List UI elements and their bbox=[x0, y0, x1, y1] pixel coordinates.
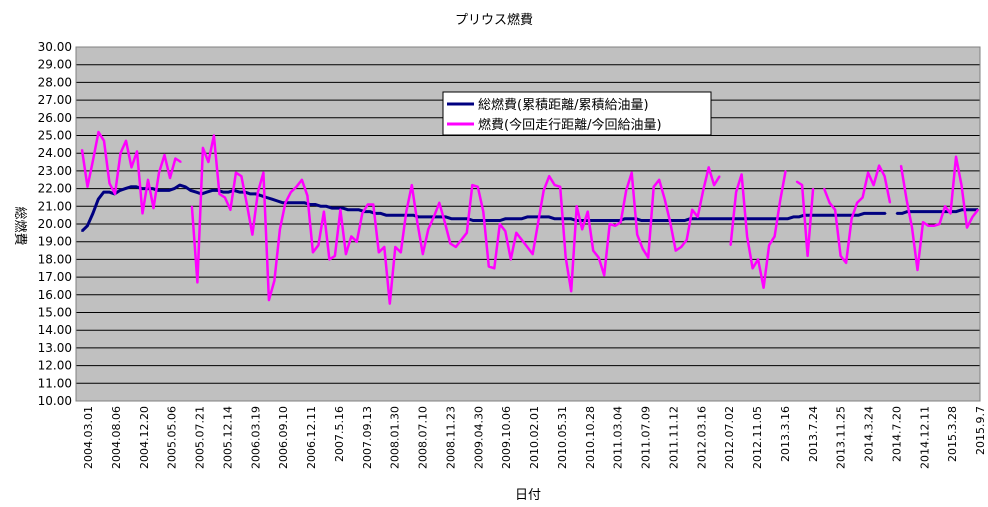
series-1 bbox=[80, 130, 979, 305]
legend: 総燃費(累積距離/累積給油量) 燃費(今回走行距離/今回給油量) bbox=[442, 91, 712, 136]
y-tick-label: 28.00 bbox=[38, 75, 72, 89]
y-tick-label: 19.00 bbox=[38, 235, 72, 249]
x-tick-label: 2005.05.06 bbox=[166, 406, 179, 469]
y-tick-label: 26.00 bbox=[38, 111, 72, 125]
x-tick-label: 2015.3.28 bbox=[946, 406, 959, 462]
x-axis-title: 日付 bbox=[515, 488, 541, 503]
x-tick-label: 2014.3.24 bbox=[863, 406, 876, 462]
x-tick-label: 2014.12.11 bbox=[918, 406, 931, 469]
y-tick-label: 13.00 bbox=[38, 341, 72, 355]
series-line-segment bbox=[899, 155, 979, 272]
x-tick-label: 2008.07.10 bbox=[417, 406, 430, 469]
series-lines bbox=[80, 130, 979, 305]
y-tick-label: 29.00 bbox=[38, 58, 72, 72]
y-tick-label: 20.00 bbox=[38, 217, 72, 231]
x-tick-label: 2007.09.13 bbox=[361, 406, 374, 469]
x-tick-label: 2004.12.20 bbox=[138, 406, 151, 469]
y-tick-label: 15.00 bbox=[38, 306, 72, 320]
x-tick-label: 2012.07.02 bbox=[723, 406, 736, 469]
chart-title: プリウス燃費 bbox=[454, 13, 533, 28]
y-tick-label: 30.00 bbox=[38, 40, 72, 54]
x-tick-label: 2006.09.10 bbox=[277, 406, 290, 469]
series-line-segment bbox=[190, 134, 721, 305]
x-tick-label: 2006.03.19 bbox=[249, 406, 262, 469]
y-tick-label: 25.00 bbox=[38, 129, 72, 143]
x-tick-label: 2013.3.16 bbox=[779, 406, 792, 462]
series-line-segment bbox=[80, 130, 182, 215]
y-tick-label: 27.00 bbox=[38, 93, 72, 107]
series-line-segment bbox=[795, 180, 815, 258]
x-tick-label: 2007.5.16 bbox=[333, 406, 346, 462]
y-axis-ticks: 10.00 11.00 12.00 13.00 14.00 15.00 16.00 17.00… bbox=[38, 40, 72, 408]
legend-label-total-mileage: 総燃費(累積距離/累積給油量) bbox=[478, 97, 649, 113]
x-tick-label: 2004.08.06 bbox=[110, 406, 123, 469]
x-tick-label: 2009.10.06 bbox=[500, 406, 513, 469]
x-tick-label: 2010.02.01 bbox=[528, 406, 541, 469]
y-tick-label: 17.00 bbox=[38, 270, 72, 284]
x-tick-label: 2005.12.14 bbox=[221, 406, 234, 469]
x-axis-ticks: 2004.03.01 2004.08.06 2004.12.20 2005.05.06… bbox=[82, 406, 987, 469]
y-tick-label: 21.00 bbox=[38, 199, 72, 213]
series-line-segment bbox=[822, 164, 892, 265]
x-tick-label: 2012.03.16 bbox=[695, 406, 708, 469]
y-tick-label: 23.00 bbox=[38, 164, 72, 178]
y-tick-label: 11.00 bbox=[38, 376, 72, 390]
y-tick-label: 22.00 bbox=[38, 182, 72, 196]
x-tick-label: 2006.12.11 bbox=[305, 406, 318, 469]
x-tick-label: 2011.03.04 bbox=[612, 406, 625, 469]
x-tick-label: 2013.11.25 bbox=[835, 406, 848, 469]
x-tick-label: 2011.07.09 bbox=[640, 406, 653, 469]
y-axis-title: 総燃費 bbox=[12, 206, 28, 245]
x-tick-label: 2011.11.12 bbox=[667, 406, 680, 469]
x-tick-label: 2015.9.7 bbox=[974, 406, 987, 455]
y-tick-label: 10.00 bbox=[38, 394, 72, 408]
legend-label-trip-mileage: 燃費(今回走行距離/今回給油量) bbox=[478, 117, 662, 133]
y-tick-label: 18.00 bbox=[38, 252, 72, 266]
x-tick-label: 2012.11.05 bbox=[751, 406, 764, 469]
x-tick-label: 2013.7.24 bbox=[807, 406, 820, 462]
x-tick-label: 2008.11.23 bbox=[444, 406, 457, 469]
x-tick-label: 2010.10.28 bbox=[584, 406, 597, 469]
y-tick-label: 24.00 bbox=[38, 146, 72, 160]
x-tick-label: 2014.7.20 bbox=[890, 406, 903, 462]
x-tick-label: 2008.01.30 bbox=[389, 406, 402, 469]
y-tick-label: 12.00 bbox=[38, 359, 72, 373]
series-line-segment bbox=[729, 170, 787, 289]
x-tick-label: 2004.03.01 bbox=[82, 406, 95, 469]
x-tick-label: 2010.05.31 bbox=[556, 406, 569, 469]
legend-box bbox=[442, 91, 712, 136]
plot-frame bbox=[75, 46, 981, 402]
x-tick-label: 2009.04.30 bbox=[472, 406, 485, 469]
x-tick-label: 2005.07.21 bbox=[194, 406, 207, 469]
y-tick-label: 16.00 bbox=[38, 288, 72, 302]
y-tick-label: 14.00 bbox=[38, 323, 72, 337]
